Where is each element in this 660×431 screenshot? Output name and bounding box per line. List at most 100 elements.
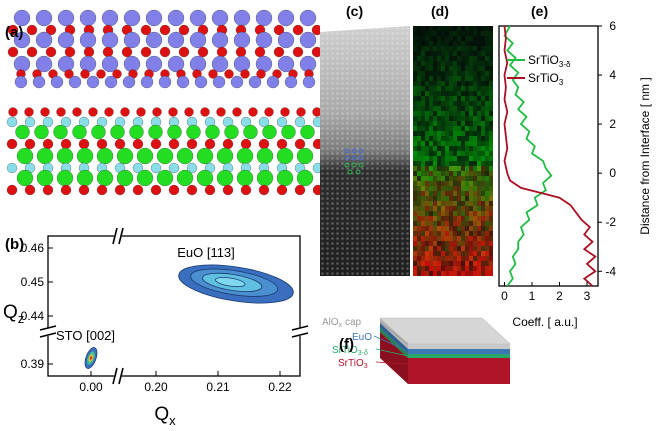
eels-pixel — [481, 91, 485, 96]
rsm-x-break-mark — [118, 227, 124, 245]
eels-pixel — [461, 96, 465, 101]
eels-pixel — [453, 126, 457, 131]
eels-pixel — [425, 51, 429, 56]
eels-pixel — [441, 246, 445, 251]
eels-pixel — [425, 26, 429, 31]
eels-pixel — [453, 91, 457, 96]
rsm-y-break-mark — [291, 332, 309, 338]
eels-pixel — [461, 151, 465, 156]
eels-pixel — [453, 36, 457, 41]
contour-level — [215, 277, 246, 288]
eels-pixel — [445, 201, 449, 206]
atom-sphere — [296, 169, 314, 187]
atom-sphere — [116, 147, 134, 165]
legend-label-srtio3: SrTiO3 — [528, 71, 564, 87]
eels-pixel — [417, 221, 421, 226]
eels-pixel — [453, 56, 457, 61]
eels-pixel — [425, 201, 429, 206]
eels-pixel — [465, 246, 469, 251]
eels-pixel — [469, 56, 473, 61]
eels-pixel — [437, 61, 441, 66]
atom-sphere — [132, 138, 144, 150]
eels-pixel — [477, 31, 481, 36]
atom-sphere — [114, 138, 126, 150]
eels-pixel — [417, 156, 421, 161]
eels-pixel — [421, 131, 425, 136]
eels-pixel — [485, 116, 489, 121]
eels-pixel — [413, 176, 417, 181]
eels-pixel — [421, 171, 425, 176]
eels-pixel — [425, 206, 429, 211]
eels-pixel — [449, 76, 453, 81]
eels-pixel — [485, 256, 489, 261]
atom-sphere — [196, 169, 214, 187]
atom-sphere — [284, 75, 298, 89]
eels-pixel — [433, 36, 437, 41]
eels-pixel — [441, 71, 445, 76]
eels-pixel — [445, 41, 449, 46]
eels-pixel — [485, 51, 489, 56]
eels-pixel — [437, 261, 441, 266]
eels-pixel — [489, 266, 493, 271]
atom-sphere — [236, 169, 254, 187]
eels-pixel — [441, 191, 445, 196]
eels-pixel — [429, 211, 433, 216]
eels-pixel — [457, 136, 461, 141]
eels-pixel — [437, 31, 441, 36]
atom-sphere — [24, 138, 36, 150]
eels-pixel — [477, 126, 481, 131]
eels-pixel — [489, 131, 493, 136]
eels-pixel — [473, 206, 477, 211]
eels-pixel — [485, 151, 489, 156]
eels-pixel — [433, 251, 437, 256]
eels-pixel — [437, 26, 441, 31]
eels-pixel — [469, 61, 473, 66]
atom-sphere — [205, 124, 220, 140]
atom-sphere — [186, 162, 198, 174]
atom-sphere — [60, 184, 72, 196]
panel-f: AlOx cap EuO SrTiO3-δ SrTiO3 (f) — [318, 300, 518, 426]
eels-pixel — [441, 196, 445, 201]
atom-sphere — [15, 124, 30, 140]
eels-pixel — [449, 156, 453, 161]
eels-pixel — [465, 61, 469, 66]
eels-pixel — [449, 126, 453, 131]
eels-pixel — [437, 136, 441, 141]
atom-sphere — [13, 31, 31, 49]
eels-pixel — [445, 246, 449, 251]
atom-sphere — [156, 147, 174, 165]
atom-sphere — [196, 147, 214, 165]
atom-sphere — [178, 24, 190, 36]
eels-pixel — [473, 41, 477, 46]
eels-pixel — [437, 146, 441, 151]
eels-pixel — [437, 111, 441, 116]
eels-pixel — [457, 81, 461, 86]
eels-pixel — [445, 166, 449, 171]
eels-pixel — [473, 146, 477, 151]
eels-pixel — [449, 36, 453, 41]
eels-pixel — [433, 86, 437, 91]
eels-pixel — [413, 131, 417, 136]
eels-pixel — [437, 121, 441, 126]
eels-pixel — [433, 186, 437, 191]
eels-pixel — [489, 61, 493, 66]
eels-pixel — [453, 111, 457, 116]
eels-pixel — [421, 71, 425, 76]
eels-pixel — [425, 71, 429, 76]
eels-pixel — [477, 106, 481, 111]
eels-pixel — [421, 96, 425, 101]
eels-pixel — [413, 121, 417, 126]
eels-pixel — [481, 141, 485, 146]
eels-pixel — [457, 176, 461, 181]
eels-pixel — [413, 246, 417, 251]
eels-pixel — [429, 121, 433, 126]
eels-pixel — [461, 91, 465, 96]
atom-sphere — [255, 31, 273, 49]
eels-pixel — [413, 91, 417, 96]
eels-pixel — [453, 51, 457, 56]
eels-pixel — [449, 161, 453, 166]
eels-pixel — [457, 251, 461, 256]
atom-sphere — [216, 107, 226, 117]
eels-pixel — [485, 96, 489, 101]
eels-pixel — [465, 241, 469, 246]
